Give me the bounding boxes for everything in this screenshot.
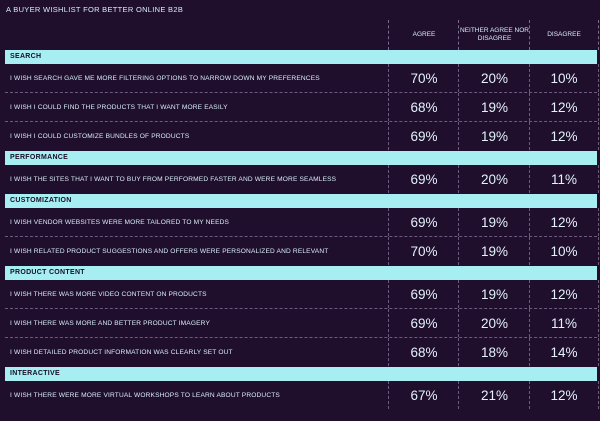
agree-value: 69% bbox=[388, 309, 459, 337]
agree-value: 70% bbox=[388, 237, 459, 265]
agree-value: 69% bbox=[388, 280, 459, 308]
neither-value: 21% bbox=[458, 381, 530, 409]
table-row: I WISH I COULD CUSTOMIZE BUNDLES OF PROD… bbox=[5, 122, 599, 151]
disagree-value: 12% bbox=[529, 93, 599, 121]
column-header-disagree: DISAGREE bbox=[529, 20, 599, 50]
statement-label: I WISH THERE WERE MORE VIRTUAL WORKSHOPS… bbox=[10, 391, 280, 399]
disagree-value: 10% bbox=[529, 64, 599, 92]
agree-value: 69% bbox=[388, 165, 459, 193]
table-row: I WISH THERE WAS MORE AND BETTER PRODUCT… bbox=[5, 309, 599, 338]
table-body: SEARCH I WISH SEARCH GAVE ME MORE FILTERI… bbox=[5, 50, 599, 410]
statement-label: I WISH THERE WAS MORE AND BETTER PRODUCT… bbox=[10, 319, 211, 327]
statement-label: I WISH DETAILED PRODUCT INFORMATION WAS … bbox=[10, 348, 233, 356]
neither-value: 19% bbox=[458, 122, 530, 150]
table-row: I WISH THERE WERE MORE VIRTUAL WORKSHOPS… bbox=[5, 381, 599, 410]
neither-value: 19% bbox=[458, 237, 530, 265]
disagree-value: 10% bbox=[529, 237, 599, 265]
section-header: PERFORMANCE bbox=[5, 151, 597, 165]
column-header-agree: AGREE bbox=[388, 20, 459, 50]
statement-label: I WISH THE SITES THAT I WANT TO BUY FROM… bbox=[10, 175, 337, 183]
statement-label: I WISH RELATED PRODUCT SUGGESTIONS AND O… bbox=[10, 247, 329, 255]
table-row: I WISH THERE WAS MORE VIDEO CONTENT ON P… bbox=[5, 280, 599, 309]
table-row: I WISH SEARCH GAVE ME MORE FILTERING OPT… bbox=[5, 64, 599, 93]
table-row: I WISH DETAILED PRODUCT INFORMATION WAS … bbox=[5, 338, 599, 367]
neither-value: 20% bbox=[458, 64, 530, 92]
agree-value: 69% bbox=[388, 208, 459, 236]
wishlist-table: AGREE NEITHER AGREE NOR DISAGREE DISAGRE… bbox=[5, 20, 599, 410]
section-header: SEARCH bbox=[5, 50, 597, 64]
disagree-value: 14% bbox=[529, 338, 599, 366]
section-header: INTERACTIVE bbox=[5, 367, 597, 381]
disagree-value: 12% bbox=[529, 122, 599, 150]
section-header: PRODUCT CONTENT bbox=[5, 266, 597, 280]
neither-value: 19% bbox=[458, 280, 530, 308]
neither-value: 20% bbox=[458, 309, 530, 337]
neither-value: 18% bbox=[458, 338, 530, 366]
statement-label: I WISH SEARCH GAVE ME MORE FILTERING OPT… bbox=[10, 74, 320, 82]
page-title: A BUYER WISHLIST FOR BETTER ONLINE B2B bbox=[6, 5, 184, 14]
statement-label: I WISH I COULD CUSTOMIZE BUNDLES OF PROD… bbox=[10, 132, 190, 140]
statement-label: I WISH THERE WAS MORE VIDEO CONTENT ON P… bbox=[10, 290, 207, 298]
neither-value: 19% bbox=[458, 93, 530, 121]
column-header-neither: NEITHER AGREE NOR DISAGREE bbox=[458, 20, 530, 50]
table-row: I WISH THE SITES THAT I WANT TO BUY FROM… bbox=[5, 165, 599, 194]
agree-value: 70% bbox=[388, 64, 459, 92]
section-header: CUSTOMIZATION bbox=[5, 194, 597, 208]
agree-value: 68% bbox=[388, 93, 459, 121]
table-row: I WISH I COULD FIND THE PRODUCTS THAT I … bbox=[5, 93, 599, 122]
disagree-value: 11% bbox=[529, 165, 599, 193]
table-row: I WISH VENDOR WEBSITES WERE MORE TAILORE… bbox=[5, 208, 599, 237]
table-row: I WISH RELATED PRODUCT SUGGESTIONS AND O… bbox=[5, 237, 599, 266]
agree-value: 69% bbox=[388, 122, 459, 150]
disagree-value: 12% bbox=[529, 381, 599, 409]
disagree-value: 12% bbox=[529, 208, 599, 236]
agree-value: 68% bbox=[388, 338, 459, 366]
neither-value: 19% bbox=[458, 208, 530, 236]
disagree-value: 12% bbox=[529, 280, 599, 308]
agree-value: 67% bbox=[388, 381, 459, 409]
disagree-value: 11% bbox=[529, 309, 599, 337]
header-row: AGREE NEITHER AGREE NOR DISAGREE DISAGRE… bbox=[5, 20, 599, 50]
statement-label: I WISH I COULD FIND THE PRODUCTS THAT I … bbox=[10, 103, 228, 111]
statement-label: I WISH VENDOR WEBSITES WERE MORE TAILORE… bbox=[10, 218, 230, 226]
neither-value: 20% bbox=[458, 165, 530, 193]
